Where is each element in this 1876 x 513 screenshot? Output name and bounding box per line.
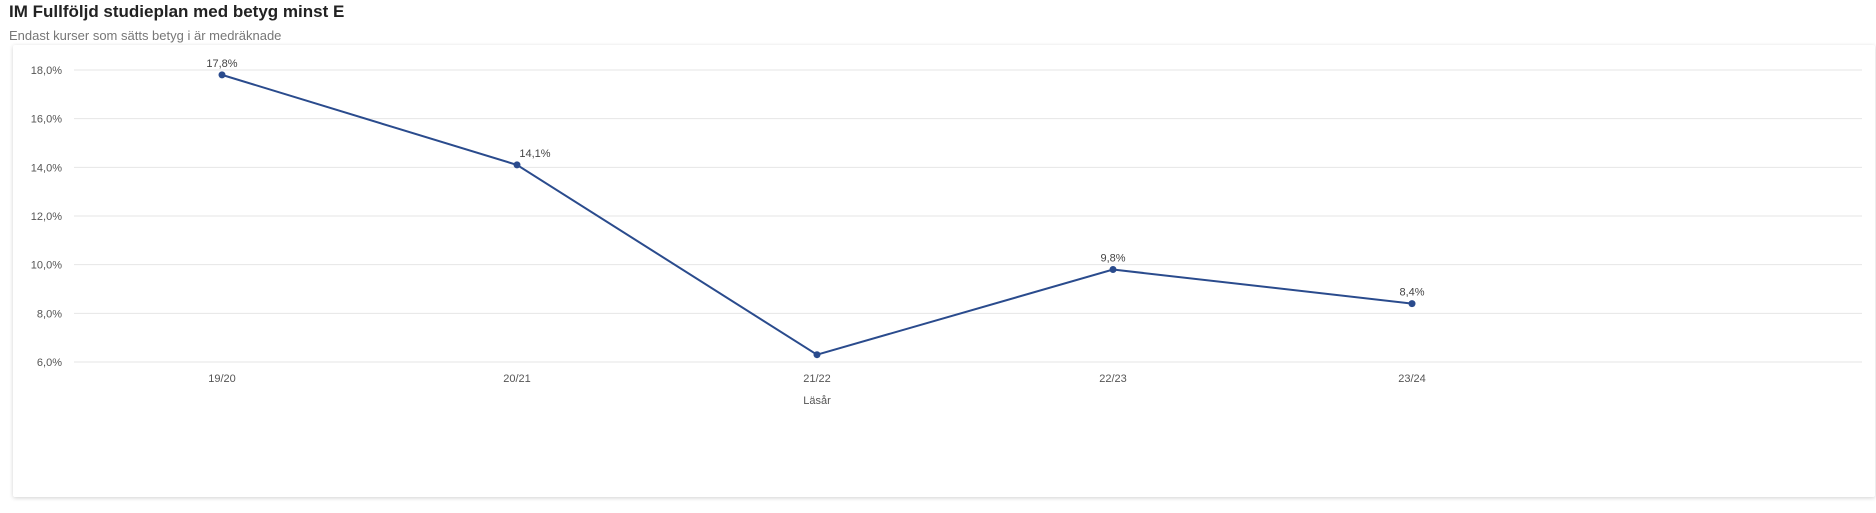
x-tick-label: 21/22: [803, 373, 831, 385]
x-axis-label: Läsår: [803, 395, 831, 407]
chart-title: IM Fullföljd studieplan med betyg minst …: [9, 2, 345, 21]
y-tick-label: 16,0%: [31, 114, 62, 126]
y-tick-label: 6,0%: [37, 357, 62, 369]
series-line: [221, 73, 1413, 356]
chart-card: [13, 45, 1875, 497]
x-tick-label: 20/21: [503, 373, 531, 385]
data-label: 8,4%: [1399, 287, 1424, 299]
x-axis: 19/20 20/21 21/22 22/23 23/24: [208, 373, 1426, 385]
data-point[interactable]: [1109, 266, 1117, 274]
data-point[interactable]: [813, 351, 821, 359]
data-label: 14,1%: [519, 148, 550, 160]
data-label: 17,8%: [206, 58, 237, 70]
x-tick-label: 19/20: [208, 373, 236, 385]
y-tick-label: 12,0%: [31, 211, 62, 223]
y-tick-label: 8,0%: [37, 308, 62, 320]
series: 17,8% 14,1% 9,8% 8,4%: [206, 58, 1425, 359]
y-tick-label: 18,0%: [31, 65, 62, 77]
x-tick-label: 23/24: [1398, 373, 1426, 385]
data-point[interactable]: [218, 71, 226, 79]
chart-subtitle: Endast kurser som sätts betyg i är medrä…: [9, 28, 282, 43]
y-tick-label: 14,0%: [31, 162, 62, 174]
data-point[interactable]: [513, 161, 521, 169]
data-label: 9,8%: [1100, 253, 1125, 265]
gridlines: [74, 69, 1862, 363]
y-axis: 6,0% 8,0% 10,0% 12,0% 14,0% 16,0% 18,0%: [31, 65, 62, 369]
data-point[interactable]: [1408, 300, 1416, 308]
x-tick-label: 22/23: [1099, 373, 1127, 385]
y-tick-label: 10,0%: [31, 260, 62, 272]
